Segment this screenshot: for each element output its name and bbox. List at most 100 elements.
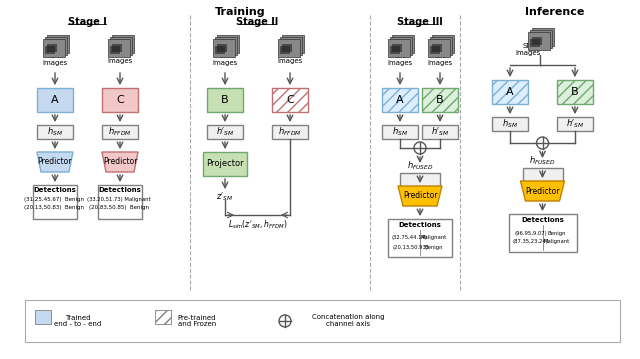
FancyBboxPatch shape	[272, 88, 308, 112]
Text: FFDM
Images: FFDM Images	[277, 51, 303, 64]
Bar	[114, 42, 124, 50]
Text: Stage II: Stage II	[236, 17, 278, 27]
FancyBboxPatch shape	[522, 168, 563, 182]
Text: (33.20,51.73) Malignant: (33.20,51.73) Malignant	[87, 196, 151, 201]
FancyBboxPatch shape	[492, 80, 528, 104]
FancyBboxPatch shape	[382, 125, 418, 139]
Bar	[434, 42, 444, 50]
Text: Detections: Detections	[399, 222, 442, 228]
Text: $h_{FFDM}$: $h_{FFDM}$	[278, 126, 301, 138]
Bar	[215, 37, 237, 55]
Bar	[284, 42, 294, 50]
Text: Stage I: Stage I	[68, 17, 106, 27]
Text: SM
Images: SM Images	[428, 52, 452, 65]
Bar	[432, 35, 454, 53]
Text: $h_{FFDM}$: $h_{FFDM}$	[108, 126, 132, 138]
FancyBboxPatch shape	[35, 310, 51, 324]
Text: $h'_{SM}$: $h'_{SM}$	[566, 118, 584, 130]
Text: Malignant: Malignant	[543, 239, 570, 244]
Text: SM
Images: SM Images	[212, 52, 237, 65]
Text: A: A	[396, 95, 404, 105]
Bar	[392, 44, 402, 52]
Bar	[47, 35, 69, 53]
Bar	[112, 35, 134, 53]
Bar	[282, 44, 292, 52]
Text: C: C	[286, 95, 294, 105]
Text: $h_{FUSED}$: $h_{FUSED}$	[406, 160, 433, 172]
FancyBboxPatch shape	[155, 310, 171, 324]
Text: Benign: Benign	[425, 244, 444, 250]
Text: $h_{SM}$: $h_{SM}$	[47, 126, 63, 138]
FancyBboxPatch shape	[207, 88, 243, 112]
Bar	[213, 39, 235, 57]
Text: Pre-trained
and Frozen: Pre-trained and Frozen	[178, 314, 216, 327]
Text: SM
Images: SM Images	[387, 52, 413, 65]
Bar	[390, 46, 400, 54]
FancyBboxPatch shape	[422, 88, 458, 112]
Bar	[47, 44, 57, 52]
Text: (20.13,50.93): (20.13,50.93)	[392, 244, 428, 250]
FancyBboxPatch shape	[382, 88, 418, 112]
Bar	[534, 35, 544, 43]
Bar	[45, 37, 67, 55]
FancyBboxPatch shape	[272, 125, 308, 139]
Bar	[110, 46, 120, 54]
Text: (32.75,44.14): (32.75,44.14)	[392, 236, 428, 241]
Text: (96.95,9.07): (96.95,9.07)	[514, 230, 547, 236]
Bar	[278, 39, 300, 57]
Text: Benign: Benign	[547, 230, 566, 236]
Text: Inference: Inference	[525, 7, 585, 17]
FancyBboxPatch shape	[37, 88, 73, 112]
Bar	[45, 46, 55, 54]
Text: FFDM
Images: FFDM Images	[108, 51, 132, 64]
Text: $h'_{SM}$: $h'_{SM}$	[216, 126, 234, 138]
Bar	[112, 44, 122, 52]
Bar	[428, 39, 450, 57]
Bar	[49, 42, 59, 50]
Bar	[110, 37, 132, 55]
Text: Malignant: Malignant	[421, 236, 447, 241]
Text: (20.13,50.83)  Benign: (20.13,50.83) Benign	[24, 205, 84, 210]
Polygon shape	[398, 186, 442, 206]
Text: SM
Images: SM Images	[515, 42, 541, 56]
Bar	[217, 35, 239, 53]
Bar	[532, 28, 554, 46]
Text: $h'_{SM}$: $h'_{SM}$	[431, 126, 449, 138]
FancyBboxPatch shape	[25, 300, 620, 342]
Bar	[43, 39, 65, 57]
Bar	[280, 37, 302, 55]
FancyBboxPatch shape	[557, 117, 593, 131]
Text: Predictor: Predictor	[403, 191, 437, 200]
Text: $z'_{SM}$: $z'_{SM}$	[216, 191, 234, 203]
Bar	[282, 35, 304, 53]
Text: Detections: Detections	[33, 187, 76, 193]
Text: (31.25,45.67)  Benign: (31.25,45.67) Benign	[24, 196, 84, 201]
FancyBboxPatch shape	[400, 173, 440, 187]
Bar	[108, 39, 130, 57]
Text: $h_{SM}$: $h_{SM}$	[502, 118, 518, 130]
Text: B: B	[571, 87, 579, 97]
Bar	[392, 35, 414, 53]
Bar	[219, 42, 229, 50]
Text: SM
Images: SM Images	[42, 52, 68, 65]
Bar	[215, 46, 225, 54]
FancyBboxPatch shape	[509, 214, 577, 252]
Text: A: A	[506, 87, 514, 97]
Text: Detections: Detections	[521, 217, 564, 223]
Text: $h_{SM}$: $h_{SM}$	[392, 126, 408, 138]
Bar	[530, 39, 540, 47]
Text: Trained
end - to - end: Trained end - to - end	[54, 314, 102, 327]
Text: Training: Training	[214, 7, 266, 17]
Bar	[388, 39, 410, 57]
Text: Projector: Projector	[206, 159, 244, 168]
FancyBboxPatch shape	[388, 219, 452, 257]
Text: $L_{sim}(z'_{SM}, h_{FFDM})$: $L_{sim}(z'_{SM}, h_{FFDM})$	[228, 219, 287, 231]
Text: Concatenation along
channel axis: Concatenation along channel axis	[312, 314, 384, 327]
Bar	[528, 32, 550, 50]
FancyBboxPatch shape	[102, 88, 138, 112]
FancyBboxPatch shape	[422, 125, 458, 139]
Text: B: B	[221, 95, 229, 105]
Bar	[530, 30, 552, 48]
Bar	[430, 37, 452, 55]
Text: Predictor: Predictor	[38, 158, 72, 167]
